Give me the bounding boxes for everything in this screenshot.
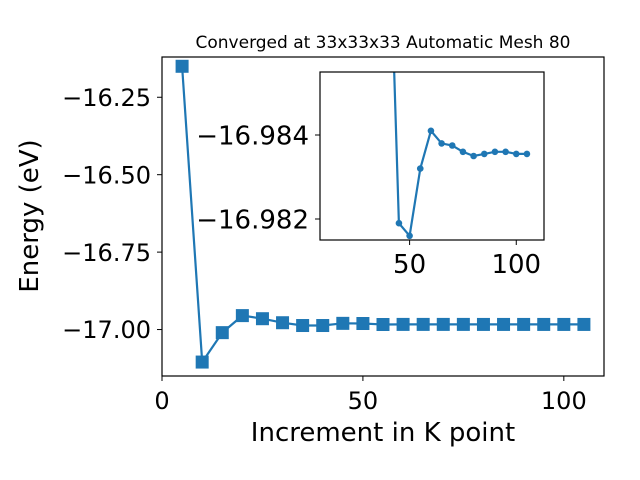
main-data-point [175, 59, 189, 73]
inset-data-point [448, 142, 456, 149]
x-axis-label: Increment in K point [251, 418, 515, 448]
main-y-tick-label: −17.00 [62, 316, 151, 344]
inset-data-point [470, 152, 477, 160]
main-data-point [296, 319, 310, 333]
main-data-point [476, 317, 490, 331]
main-x-ticks: 0 50 100 [154, 376, 587, 415]
main-data-point [376, 317, 390, 331]
inset-plot-background [320, 72, 544, 240]
main-y-tick-label: −16.25 [62, 84, 151, 112]
inset-series [393, 72, 531, 240]
main-x-tick-label: 50 [348, 387, 379, 415]
main-data-point [195, 355, 209, 369]
main-data-point [497, 317, 511, 331]
main-data-point [396, 317, 410, 331]
inset-data-point [512, 150, 520, 158]
inset-data-point [406, 232, 413, 240]
main-x-tick-label: 100 [541, 387, 587, 415]
main-y-tick-label: −16.75 [62, 239, 151, 267]
main-y-tick-label: −16.50 [62, 161, 151, 189]
main-data-point [577, 317, 591, 331]
inset-plot: 50 100 −16.984 −16.982 [196, 71, 545, 280]
main-plot: 0 50 100 −16.25 −16.50 −16.75 −17.00 Incremen… [15, 56, 605, 448]
main-y-ticks: −16.25 −16.50 −16.75 −17.00 [62, 84, 162, 344]
inset-x-ticks: 50 100 [393, 240, 541, 280]
main-data-point [456, 317, 470, 331]
main-data-point [517, 317, 531, 331]
inset-data-point [491, 148, 499, 156]
main-data-point [557, 317, 571, 331]
inset-data-point [416, 165, 424, 172]
inset-y-tick-label: −16.982 [196, 205, 309, 235]
inset-data-point [459, 148, 467, 156]
inset-y-tick-label: −16.984 [196, 121, 309, 151]
chart-title: Converged at 33x33x33 Automatic Mesh 80 [196, 33, 571, 53]
main-data-point [416, 317, 430, 331]
inset-data-point [523, 150, 531, 158]
inset-data-point [438, 140, 445, 147]
inset-x-tick-label: 100 [491, 250, 541, 280]
main-data-point [356, 317, 370, 331]
main-x-tick-label: 0 [154, 387, 169, 415]
main-plot-frame [161, 56, 605, 377]
main-series [175, 59, 591, 369]
inset-plot-frame [319, 71, 545, 241]
inset-x-tick-label: 50 [393, 250, 426, 280]
main-data-point [255, 312, 269, 326]
inset-data-point [502, 148, 509, 156]
inset-data-point [427, 127, 435, 135]
main-data-point [215, 326, 229, 340]
main-data-point [537, 317, 551, 331]
main-data-point [276, 316, 290, 330]
inset-data-point [395, 219, 403, 227]
main-data-point [436, 317, 450, 331]
main-data-point [316, 319, 330, 333]
inset-data-point [480, 150, 488, 158]
main-data-point [235, 309, 249, 323]
y-axis-label: Energy (eV) [15, 139, 45, 292]
main-data-point [336, 316, 350, 330]
inset-y-ticks: −16.984 −16.982 [196, 121, 320, 235]
